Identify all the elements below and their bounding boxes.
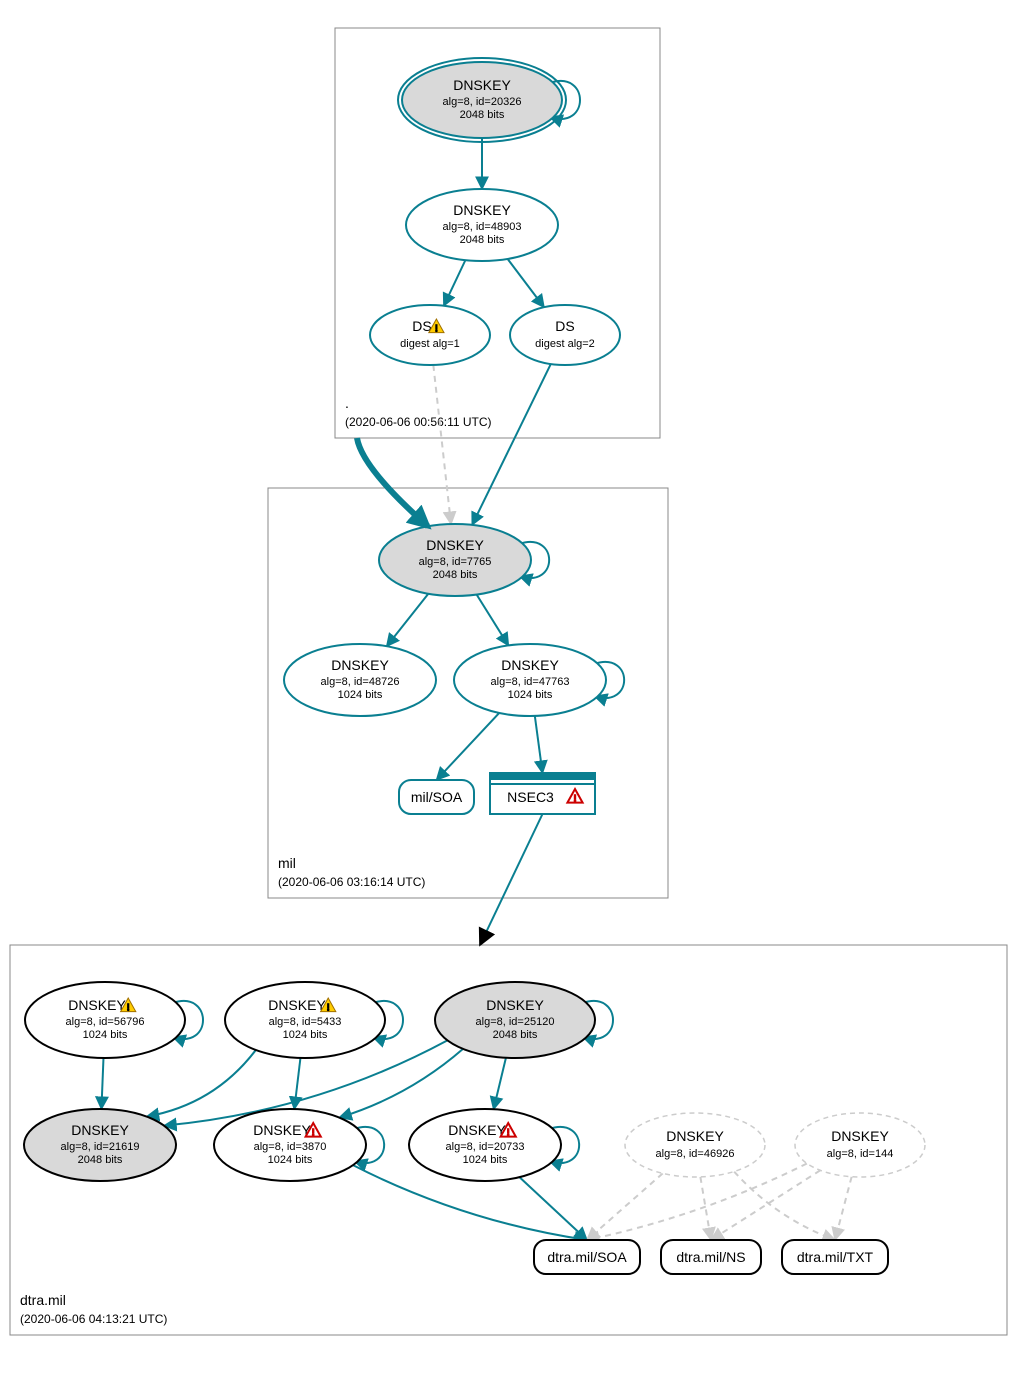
svg-text:dtra.mil/TXT: dtra.mil/TXT bbox=[797, 1249, 874, 1265]
nodes-layer: DNSKEYalg=8, id=203262048 bitsDNSKEYalg=… bbox=[24, 58, 925, 1181]
svg-text:DNSKEY: DNSKEY bbox=[831, 1128, 889, 1144]
svg-text:DNSKEY: DNSKEY bbox=[71, 1122, 129, 1138]
svg-text:DNSKEY: DNSKEY bbox=[253, 1122, 311, 1138]
svg-text:alg=8, id=48903: alg=8, id=48903 bbox=[443, 221, 522, 233]
svg-text:DNSKEY: DNSKEY bbox=[453, 77, 511, 93]
node-d_5433: DNSKEY alg=8, id=54331024 bits bbox=[225, 982, 385, 1058]
node-d_21619: DNSKEY alg=8, id=216192048 bits bbox=[24, 1109, 176, 1181]
svg-text:alg=8, id=20733: alg=8, id=20733 bbox=[446, 1141, 525, 1153]
svg-text:DNSKEY: DNSKEY bbox=[448, 1122, 506, 1138]
node-d_46926: DNSKEY alg=8, id=46926 bbox=[625, 1113, 765, 1177]
svg-text:alg=8, id=48726: alg=8, id=48726 bbox=[321, 676, 400, 688]
zone-label-dtra: dtra.mil bbox=[20, 1292, 66, 1308]
node-d_144: DNSKEY alg=8, id=144 bbox=[795, 1113, 925, 1177]
svg-text:2048 bits: 2048 bits bbox=[78, 1154, 123, 1166]
dnssec-graph: . (2020-06-06 00:56:11 UTC) mil (2020-06-06… bbox=[0, 0, 1017, 1392]
node-mil_ksk: DNSKEY alg=8, id=77652048 bits bbox=[379, 524, 531, 596]
svg-text:alg=8, id=5433: alg=8, id=5433 bbox=[269, 1016, 342, 1028]
svg-text:1024 bits: 1024 bits bbox=[83, 1029, 128, 1041]
svg-text:digest alg=1: digest alg=1 bbox=[400, 338, 460, 350]
node-d_3870: DNSKEY alg=8, id=38701024 bits bbox=[214, 1109, 366, 1181]
zone-timestamp-dtra: (2020-06-06 04:13:21 UTC) bbox=[20, 1312, 167, 1326]
svg-text:alg=8, id=7765: alg=8, id=7765 bbox=[419, 556, 492, 568]
svg-text:2048 bits: 2048 bits bbox=[433, 569, 478, 581]
svg-text:alg=8, id=21619: alg=8, id=21619 bbox=[61, 1141, 140, 1153]
rrset-mil_soa: mil/SOA bbox=[399, 780, 474, 814]
svg-text:alg=8, id=46926: alg=8, id=46926 bbox=[656, 1148, 735, 1160]
zone-arrow-mil-to-dtra bbox=[480, 814, 543, 945]
svg-text:DNSKEY: DNSKEY bbox=[453, 202, 511, 218]
svg-text:alg=8, id=47763: alg=8, id=47763 bbox=[491, 676, 570, 688]
rrset-dtra_soa: dtra.mil/SOA bbox=[534, 1240, 640, 1274]
svg-text:DS: DS bbox=[555, 318, 574, 334]
svg-text:alg=8, id=3870: alg=8, id=3870 bbox=[254, 1141, 327, 1153]
zone-label-mil: mil bbox=[278, 855, 296, 871]
svg-text:DNSKEY: DNSKEY bbox=[426, 537, 484, 553]
rrset-nsec3: NSEC3 bbox=[490, 773, 595, 814]
node-d_20733: DNSKEY alg=8, id=207331024 bits bbox=[409, 1109, 561, 1181]
svg-text:DNSKEY: DNSKEY bbox=[501, 657, 559, 673]
zone-timestamp-root: (2020-06-06 00:56:11 UTC) bbox=[345, 415, 492, 429]
svg-text:dtra.mil/SOA: dtra.mil/SOA bbox=[547, 1249, 627, 1265]
node-mil_zsk2: DNSKEY alg=8, id=477631024 bits bbox=[454, 644, 606, 716]
svg-text:2048 bits: 2048 bits bbox=[493, 1029, 538, 1041]
rrset-dtra_txt: dtra.mil/TXT bbox=[782, 1240, 888, 1274]
svg-text:1024 bits: 1024 bits bbox=[338, 689, 383, 701]
svg-text:1024 bits: 1024 bits bbox=[508, 689, 553, 701]
svg-text:alg=8, id=20326: alg=8, id=20326 bbox=[443, 96, 522, 108]
zone-arrow-root-to-mil bbox=[357, 438, 428, 526]
zone-timestamp-mil: (2020-06-06 03:16:14 UTC) bbox=[278, 875, 425, 889]
svg-text:NSEC3: NSEC3 bbox=[507, 789, 554, 805]
svg-text:alg=8, id=144: alg=8, id=144 bbox=[827, 1148, 894, 1160]
svg-text:2048 bits: 2048 bits bbox=[460, 109, 505, 121]
node-root_zsk: DNSKEY alg=8, id=489032048 bits bbox=[406, 189, 558, 261]
node-ds2: DS digest alg=2 bbox=[510, 305, 620, 365]
node-d_56796: DNSKEY alg=8, id=567961024 bits bbox=[25, 982, 185, 1058]
svg-text:mil/SOA: mil/SOA bbox=[411, 789, 463, 805]
svg-text:DNSKEY: DNSKEY bbox=[331, 657, 389, 673]
svg-text:DNSKEY: DNSKEY bbox=[486, 997, 544, 1013]
svg-text:digest alg=2: digest alg=2 bbox=[535, 338, 595, 350]
svg-text:alg=8, id=56796: alg=8, id=56796 bbox=[66, 1016, 145, 1028]
svg-text:alg=8, id=25120: alg=8, id=25120 bbox=[476, 1016, 555, 1028]
zone-label-root: . bbox=[345, 395, 349, 411]
node-root_ksk: DNSKEY alg=8, id=203262048 bits bbox=[398, 58, 566, 142]
svg-text:DNSKEY: DNSKEY bbox=[68, 997, 126, 1013]
node-mil_zsk1: DNSKEY alg=8, id=487261024 bits bbox=[284, 644, 436, 716]
svg-text:2048 bits: 2048 bits bbox=[460, 234, 505, 246]
svg-text:dtra.mil/NS: dtra.mil/NS bbox=[676, 1249, 745, 1265]
svg-text:1024 bits: 1024 bits bbox=[268, 1154, 313, 1166]
node-d_25120: DNSKEY alg=8, id=251202048 bits bbox=[435, 982, 595, 1058]
svg-text:1024 bits: 1024 bits bbox=[283, 1029, 328, 1041]
svg-text:1024 bits: 1024 bits bbox=[463, 1154, 508, 1166]
rrset-dtra_ns: dtra.mil/NS bbox=[661, 1240, 761, 1274]
svg-text:DNSKEY: DNSKEY bbox=[666, 1128, 724, 1144]
svg-text:DNSKEY: DNSKEY bbox=[268, 997, 326, 1013]
node-ds1: DSdigest alg=1 bbox=[370, 305, 490, 365]
